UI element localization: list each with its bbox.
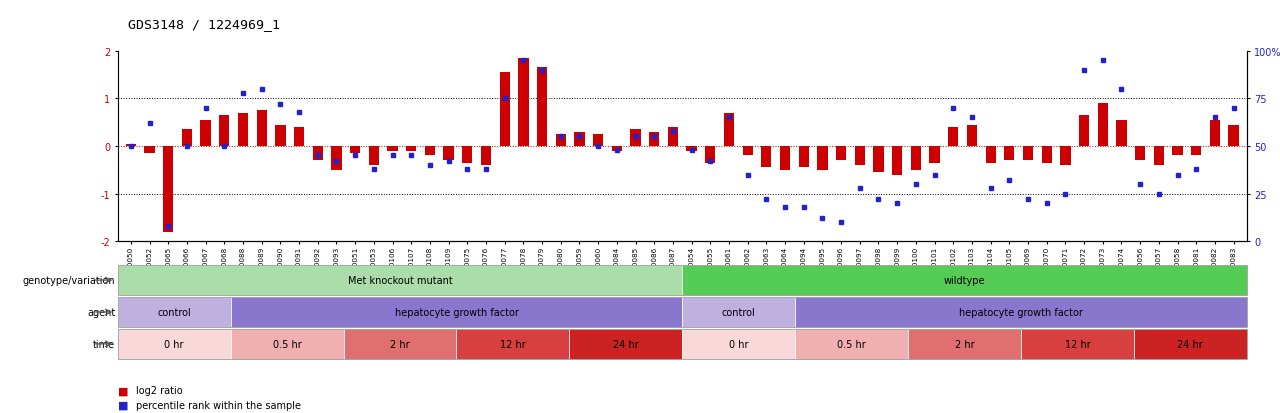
- Text: 0.5 hr: 0.5 hr: [273, 339, 302, 349]
- Bar: [1098, 104, 1108, 147]
- Bar: [1060, 147, 1070, 166]
- Bar: [986, 147, 996, 163]
- Bar: [238, 113, 248, 147]
- Text: genotype/variation: genotype/variation: [23, 275, 115, 285]
- Bar: [294, 128, 305, 147]
- Bar: [780, 147, 790, 170]
- Bar: [966, 125, 977, 147]
- Text: control: control: [722, 307, 755, 317]
- Bar: [163, 147, 173, 232]
- Bar: [948, 128, 959, 147]
- Bar: [481, 147, 492, 166]
- Bar: [705, 147, 716, 163]
- Text: control: control: [157, 307, 191, 317]
- Bar: [855, 147, 865, 166]
- Bar: [668, 128, 678, 147]
- Bar: [518, 59, 529, 147]
- Bar: [182, 130, 192, 147]
- Bar: [536, 68, 547, 147]
- Bar: [593, 135, 603, 147]
- Bar: [742, 147, 753, 156]
- Text: ■: ■: [118, 400, 128, 410]
- Bar: [369, 147, 379, 166]
- Text: 24 hr: 24 hr: [1178, 339, 1203, 349]
- Text: agent: agent: [87, 307, 115, 317]
- Bar: [219, 116, 229, 147]
- Bar: [556, 135, 566, 147]
- Bar: [1210, 121, 1220, 147]
- Bar: [332, 147, 342, 170]
- Text: hepatocyte growth factor: hepatocyte growth factor: [394, 307, 518, 317]
- Bar: [349, 147, 360, 154]
- Bar: [312, 147, 323, 161]
- Bar: [1192, 147, 1202, 156]
- Text: 0 hr: 0 hr: [164, 339, 184, 349]
- Bar: [443, 147, 453, 161]
- Text: time: time: [93, 339, 115, 349]
- Text: 12 hr: 12 hr: [500, 339, 526, 349]
- Bar: [1116, 121, 1126, 147]
- Bar: [836, 147, 846, 161]
- Text: 2 hr: 2 hr: [955, 339, 974, 349]
- Bar: [723, 113, 735, 147]
- Text: GDS3148 / 1224969_1: GDS3148 / 1224969_1: [128, 18, 280, 31]
- Bar: [649, 132, 659, 147]
- Bar: [799, 147, 809, 168]
- Bar: [1229, 125, 1239, 147]
- Text: 0 hr: 0 hr: [728, 339, 749, 349]
- Bar: [762, 147, 772, 168]
- Bar: [388, 147, 398, 152]
- Bar: [462, 147, 472, 163]
- Bar: [892, 147, 902, 175]
- Text: Met knockout mutant: Met knockout mutant: [348, 275, 452, 285]
- Bar: [145, 147, 155, 154]
- Bar: [818, 147, 828, 170]
- Text: 12 hr: 12 hr: [1065, 339, 1091, 349]
- Bar: [201, 121, 211, 147]
- Text: 24 hr: 24 hr: [613, 339, 639, 349]
- Bar: [630, 130, 641, 147]
- Text: 0.5 hr: 0.5 hr: [837, 339, 867, 349]
- Bar: [575, 132, 585, 147]
- Bar: [256, 111, 266, 147]
- Bar: [873, 147, 883, 173]
- Bar: [1135, 147, 1146, 161]
- Bar: [1005, 147, 1015, 161]
- Bar: [1079, 116, 1089, 147]
- Bar: [275, 125, 285, 147]
- Bar: [1042, 147, 1052, 163]
- Bar: [499, 73, 509, 147]
- Bar: [125, 144, 136, 147]
- Bar: [406, 147, 416, 152]
- Bar: [1023, 147, 1033, 161]
- Bar: [425, 147, 435, 156]
- Text: log2 ratio: log2 ratio: [136, 385, 182, 395]
- Bar: [1172, 147, 1183, 156]
- Text: hepatocyte growth factor: hepatocyte growth factor: [959, 307, 1083, 317]
- Bar: [1153, 147, 1164, 166]
- Bar: [911, 147, 922, 170]
- Bar: [929, 147, 940, 163]
- Text: percentile rank within the sample: percentile rank within the sample: [136, 400, 301, 410]
- Text: ■: ■: [118, 385, 128, 395]
- Text: 2 hr: 2 hr: [390, 339, 410, 349]
- Text: wildtype: wildtype: [943, 275, 986, 285]
- Bar: [612, 147, 622, 152]
- Bar: [686, 147, 696, 152]
